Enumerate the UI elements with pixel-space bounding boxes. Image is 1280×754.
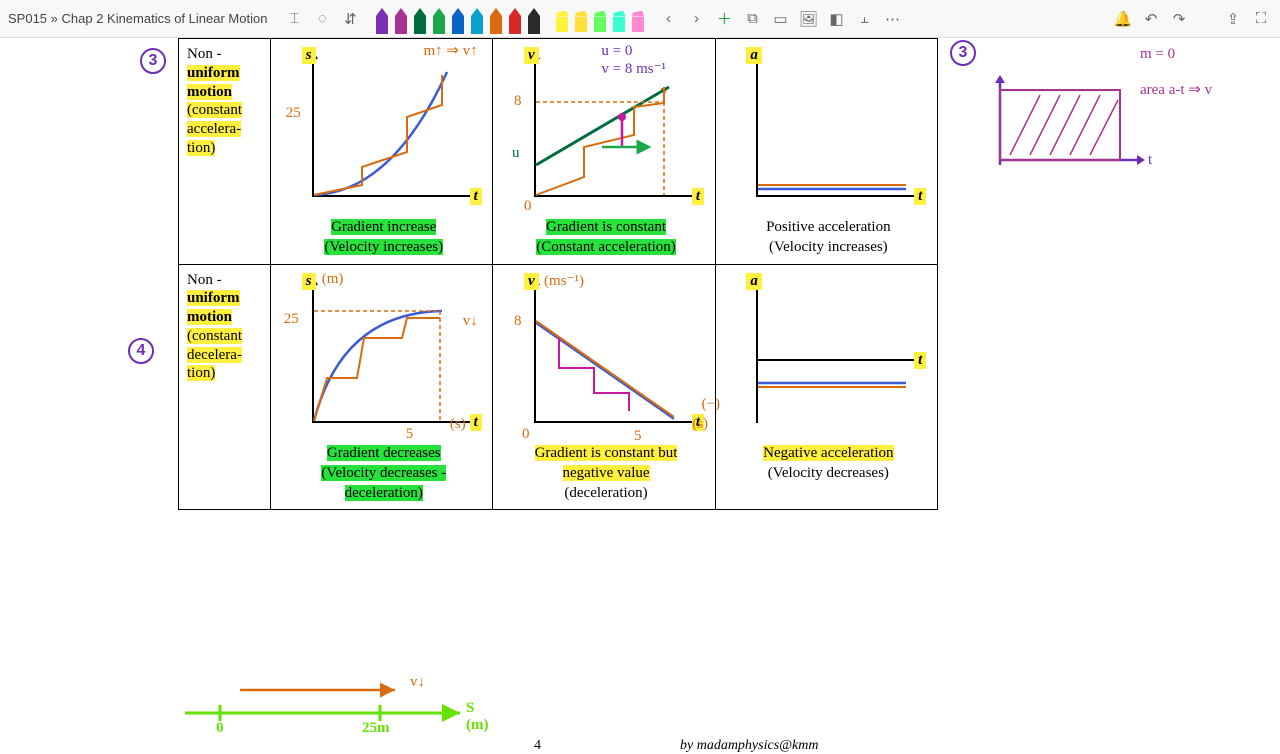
pen-purple[interactable] — [373, 4, 391, 34]
copy-icon[interactable]: ⧉ — [741, 8, 763, 30]
row3-title: Non - uniform motion (constant accelera-… — [187, 45, 266, 158]
page-canvas: 3 4 Non - uniform motion (constant accel… — [0, 38, 1280, 720]
page-number: 4 — [534, 738, 541, 754]
row3-at-cap: Positive acceleration (Velocity increase… — [724, 217, 933, 258]
hl-green[interactable] — [591, 6, 609, 32]
chevron-left-icon[interactable]: ‹ — [657, 8, 679, 30]
row4-badge: 4 — [128, 338, 154, 364]
kinematics-table: Non - uniform motion (constant accelera-… — [178, 38, 938, 510]
chevron-right-icon[interactable]: › — [685, 8, 707, 30]
bell-icon[interactable]: 🔔 — [1112, 8, 1134, 30]
row4-at-graph: a t — [728, 271, 928, 441]
doc-title: SP015 » Chap 2 Kinematics of Linear Moti… — [8, 11, 277, 26]
hl-amber[interactable] — [572, 6, 590, 32]
row4-vt-cap: Gradient is constant but negative value … — [501, 443, 710, 504]
highlighter-palette — [553, 6, 647, 32]
eraser-icon[interactable]: ◧ — [825, 8, 847, 30]
pen-palette — [373, 4, 543, 34]
fullscreen-icon[interactable]: ⛶ — [1250, 8, 1272, 30]
row3-vt-graph: v t 8 u v 0 — [506, 45, 706, 215]
row3-vt-cap: Gradient is constant (Constant accelerat… — [501, 217, 710, 258]
ruler-icon[interactable]: ⫠ — [853, 8, 875, 30]
shapes-icon[interactable]: ▭ — [769, 8, 791, 30]
pen-blue[interactable] — [449, 4, 467, 34]
row3-st-cap: Gradient increase (Velocity increases) — [279, 217, 488, 258]
pen-orange[interactable] — [487, 4, 505, 34]
undo-icon[interactable]: ↶ — [1140, 8, 1162, 30]
row4-title: Non - uniform motion (constant decelera-… — [187, 271, 266, 384]
redo-icon[interactable]: ↷ — [1168, 8, 1190, 30]
pen-red[interactable] — [506, 4, 524, 34]
footer-number-line: v↓ S (m) 0 25m — [180, 678, 500, 738]
app-toolbar: SP015 » Chap 2 Kinematics of Linear Moti… — [0, 0, 1280, 38]
pen-darkgreen[interactable] — [411, 4, 429, 34]
text-tool-icon[interactable]: ⌶ — [283, 8, 305, 30]
row3-st-graph: 25 m↑ ⇒ v↑ s t — [284, 45, 484, 215]
side-note: 3 m = 0 area a-t ⇒ v t — [950, 40, 1270, 210]
more-icon[interactable]: ⋯ — [881, 8, 903, 30]
add-icon[interactable]: ＋ — [713, 8, 735, 30]
pen-magenta[interactable] — [392, 4, 410, 34]
table-row: Non - uniform motion (constant accelera-… — [179, 39, 938, 265]
hl-teal[interactable] — [610, 6, 628, 32]
row4-st-graph: (m) 25 v↓ s t (s) 5 — [284, 271, 484, 441]
row4-at-cap: Negative acceleration (Velocity decrease… — [724, 443, 933, 484]
hl-pink[interactable] — [629, 6, 647, 32]
row4-st-cap: Gradient decreases (Velocity decreases -… — [279, 443, 488, 504]
author-credit: by madamphysics@kmm — [680, 738, 818, 754]
lasso-icon[interactable]: ◌ — [311, 8, 333, 30]
hl-yellow[interactable] — [553, 6, 571, 32]
pen-black[interactable] — [525, 4, 543, 34]
image-icon[interactable]: 🖼 — [797, 8, 819, 30]
row4-vt-graph: (ms⁻¹) 8 v t 0 5 (s) (−) — [506, 271, 706, 441]
row3-at-graph: a t — [728, 45, 928, 215]
table-row: Non - uniform motion (constant decelera-… — [179, 264, 938, 510]
pen-green[interactable] — [430, 4, 448, 34]
row3-badge: 3 — [140, 48, 166, 74]
share-icon[interactable]: ⇪ — [1222, 8, 1244, 30]
insert-space-icon[interactable]: ⇵ — [339, 8, 361, 30]
pen-cyan[interactable] — [468, 4, 486, 34]
